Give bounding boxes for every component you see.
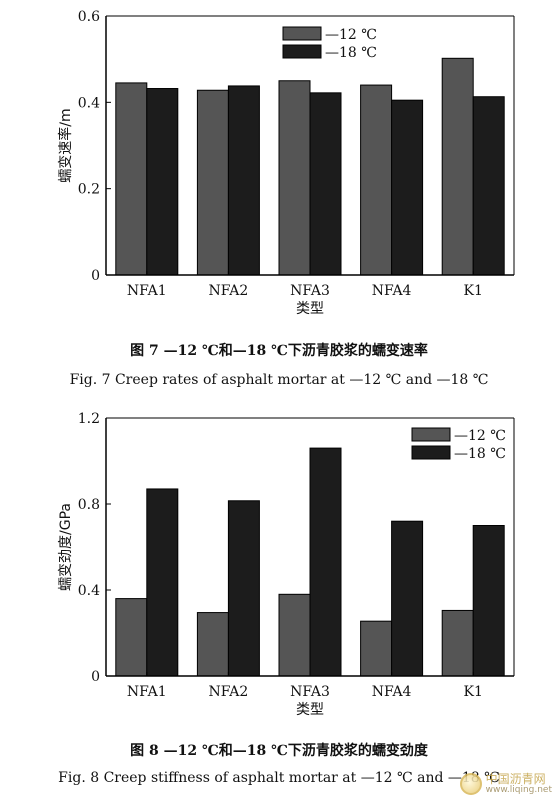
watermark-url: www.liqing.net (485, 785, 552, 796)
y-tick-label: 0.4 (78, 583, 100, 599)
legend-swatch-series1 (282, 26, 322, 41)
y-tick-label: 0.6 (78, 9, 100, 25)
watermark-name: 中国沥青网 (485, 771, 546, 786)
bar-nfa1-series1 (115, 598, 148, 677)
y-tick-label: 1.2 (78, 411, 100, 427)
x-tick-label-k1: K1 (464, 684, 483, 700)
x-tick-label-k1: K1 (464, 283, 483, 299)
x-tick-label-nfa2: NFA2 (209, 684, 249, 700)
x-tick-label-nfa4: NFA4 (372, 684, 412, 700)
bar-k1-series1 (441, 57, 474, 276)
watermark-logo-icon (459, 773, 482, 796)
bar-nfa1-series2 (146, 488, 179, 677)
legend-swatch-series1 (411, 427, 451, 442)
bar-k1-series2 (472, 96, 505, 276)
legend-swatch-series2 (282, 44, 322, 59)
legend-label-series2: —18 ℃ (454, 446, 506, 462)
y-axis-title: 蠕变速率/m (57, 108, 74, 182)
x-axis-title: 类型 (296, 702, 324, 718)
figure8-caption-en: Fig. 8 Creep stiffness of asphalt mortar… (58, 770, 500, 786)
x-tick-label-nfa1: NFA1 (127, 684, 167, 700)
x-axis-title: 类型 (296, 301, 324, 317)
legend-label-series2: —18 ℃ (325, 45, 377, 61)
x-tick-label-nfa3: NFA3 (290, 684, 330, 700)
figure7-caption-zh: 图 7 —12 ℃和—18 ℃下沥青胶浆的蠕变速率 (130, 343, 428, 359)
bar-nfa2-series1 (196, 89, 229, 276)
bar-nfa4-series2 (391, 520, 424, 677)
y-tick-label: 0 (91, 268, 100, 284)
bar-k1-series2 (472, 525, 505, 677)
legend-label-series1: —12 ℃ (325, 27, 377, 43)
bar-nfa3-series1 (278, 80, 311, 276)
bar-nfa2-series2 (227, 500, 260, 677)
creep-stiffness-chart: 0 0.4 0.8 1.2 NFA1 NFA2 NFA3 NFA4 K1 类型 蠕变劲度/GPa —1… (58, 411, 515, 718)
x-tick-label-nfa1: NFA1 (127, 283, 167, 299)
bar-nfa3-series1 (278, 593, 311, 677)
bar-nfa2-series2 (227, 85, 260, 276)
y-axis-title: 蠕变劲度/GPa (58, 503, 74, 591)
x-tick-label-nfa2: NFA2 (209, 283, 249, 299)
bar-nfa4-series1 (360, 620, 393, 677)
legend-swatch-series2 (411, 445, 451, 460)
x-tick-label-nfa4: NFA4 (372, 283, 412, 299)
y-tick-label: 0 (91, 669, 100, 685)
bar-nfa1-series2 (146, 88, 179, 276)
bar-nfa1-series1 (115, 82, 148, 276)
site-watermark: 中国沥青网 www.liqing.net (459, 771, 552, 796)
bar-nfa4-series2 (391, 99, 424, 276)
y-tick-label: 0.8 (78, 497, 100, 513)
y-tick-label: 0.2 (78, 182, 100, 198)
legend-label-series1: —12 ℃ (454, 428, 506, 444)
x-tick-label-nfa3: NFA3 (290, 283, 330, 299)
creep-rate-chart: 0 0.2 0.4 0.6 NFA1 NFA2 NFA3 NFA4 K1 类型 蠕变速率/m —12 … (57, 9, 515, 317)
bar-k1-series1 (441, 609, 474, 677)
figure8-caption-zh: 图 8 —12 ℃和—18 ℃下沥青胶浆的蠕变劲度 (130, 743, 428, 759)
bar-nfa3-series2 (309, 92, 342, 276)
bar-nfa2-series1 (196, 612, 229, 677)
y-tick-label: 0.4 (78, 95, 100, 111)
bar-nfa3-series2 (309, 447, 342, 677)
figure7-caption-en: Fig. 7 Creep rates of asphalt mortar at … (69, 372, 489, 388)
bar-nfa4-series1 (360, 84, 393, 276)
